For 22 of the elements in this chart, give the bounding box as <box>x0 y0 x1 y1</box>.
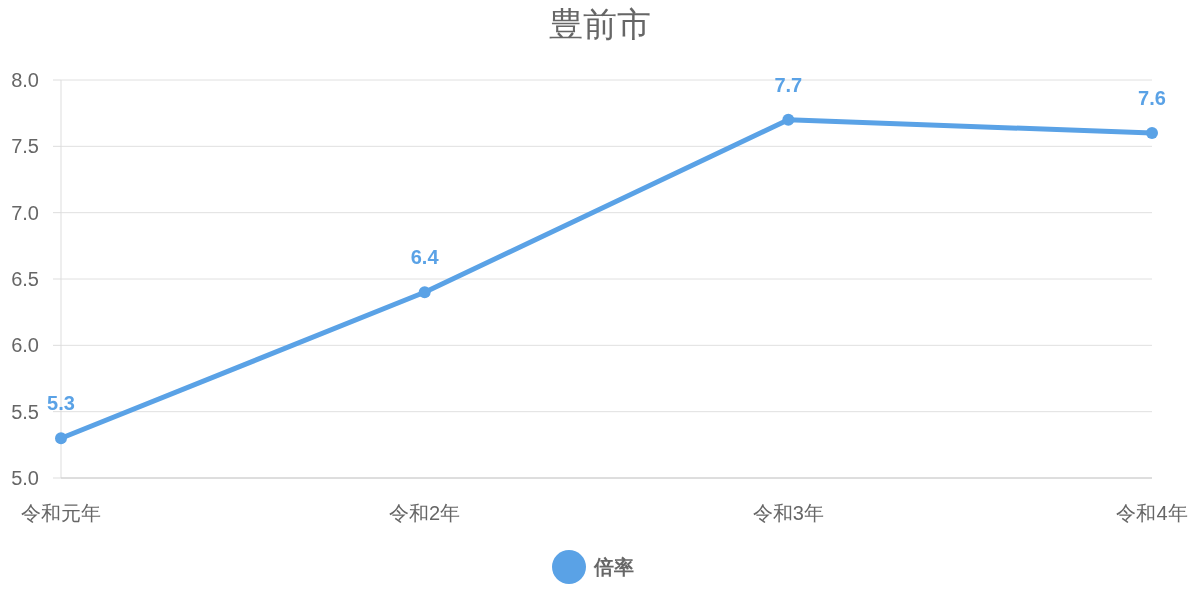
data-label: 5.3 <box>47 392 75 415</box>
倍率: 5.3 6.4 7.7 7.6 <box>47 73 1166 445</box>
point <box>55 432 67 445</box>
y-tick-label: 5.0 <box>11 467 39 489</box>
chart-title: 豊前市 <box>549 5 651 43</box>
legend-label: 倍率 <box>593 556 634 578</box>
data-label: 7.7 <box>774 73 803 96</box>
point <box>1146 127 1158 140</box>
data-label: 6.4 <box>410 246 440 269</box>
x-tick-label: 令和元年 <box>21 502 101 524</box>
point <box>418 286 431 299</box>
point <box>782 113 795 126</box>
x-tick-label: 令和2年 <box>389 502 461 524</box>
y-tick-label: 6.0 <box>11 334 39 357</box>
y-tick-label: 6.5 <box>11 268 39 290</box>
y-tick-label: 5.5 <box>11 400 39 423</box>
x-tick-label: 令和4年 <box>1116 502 1188 524</box>
data-label: 7.6 <box>1138 87 1166 110</box>
x-tick-label: 令和3年 <box>752 502 824 524</box>
y-tick-label: 7.5 <box>11 135 39 158</box>
y-tick-label: 8.0 <box>11 69 39 91</box>
y-tick-label: 7.0 <box>11 201 39 224</box>
